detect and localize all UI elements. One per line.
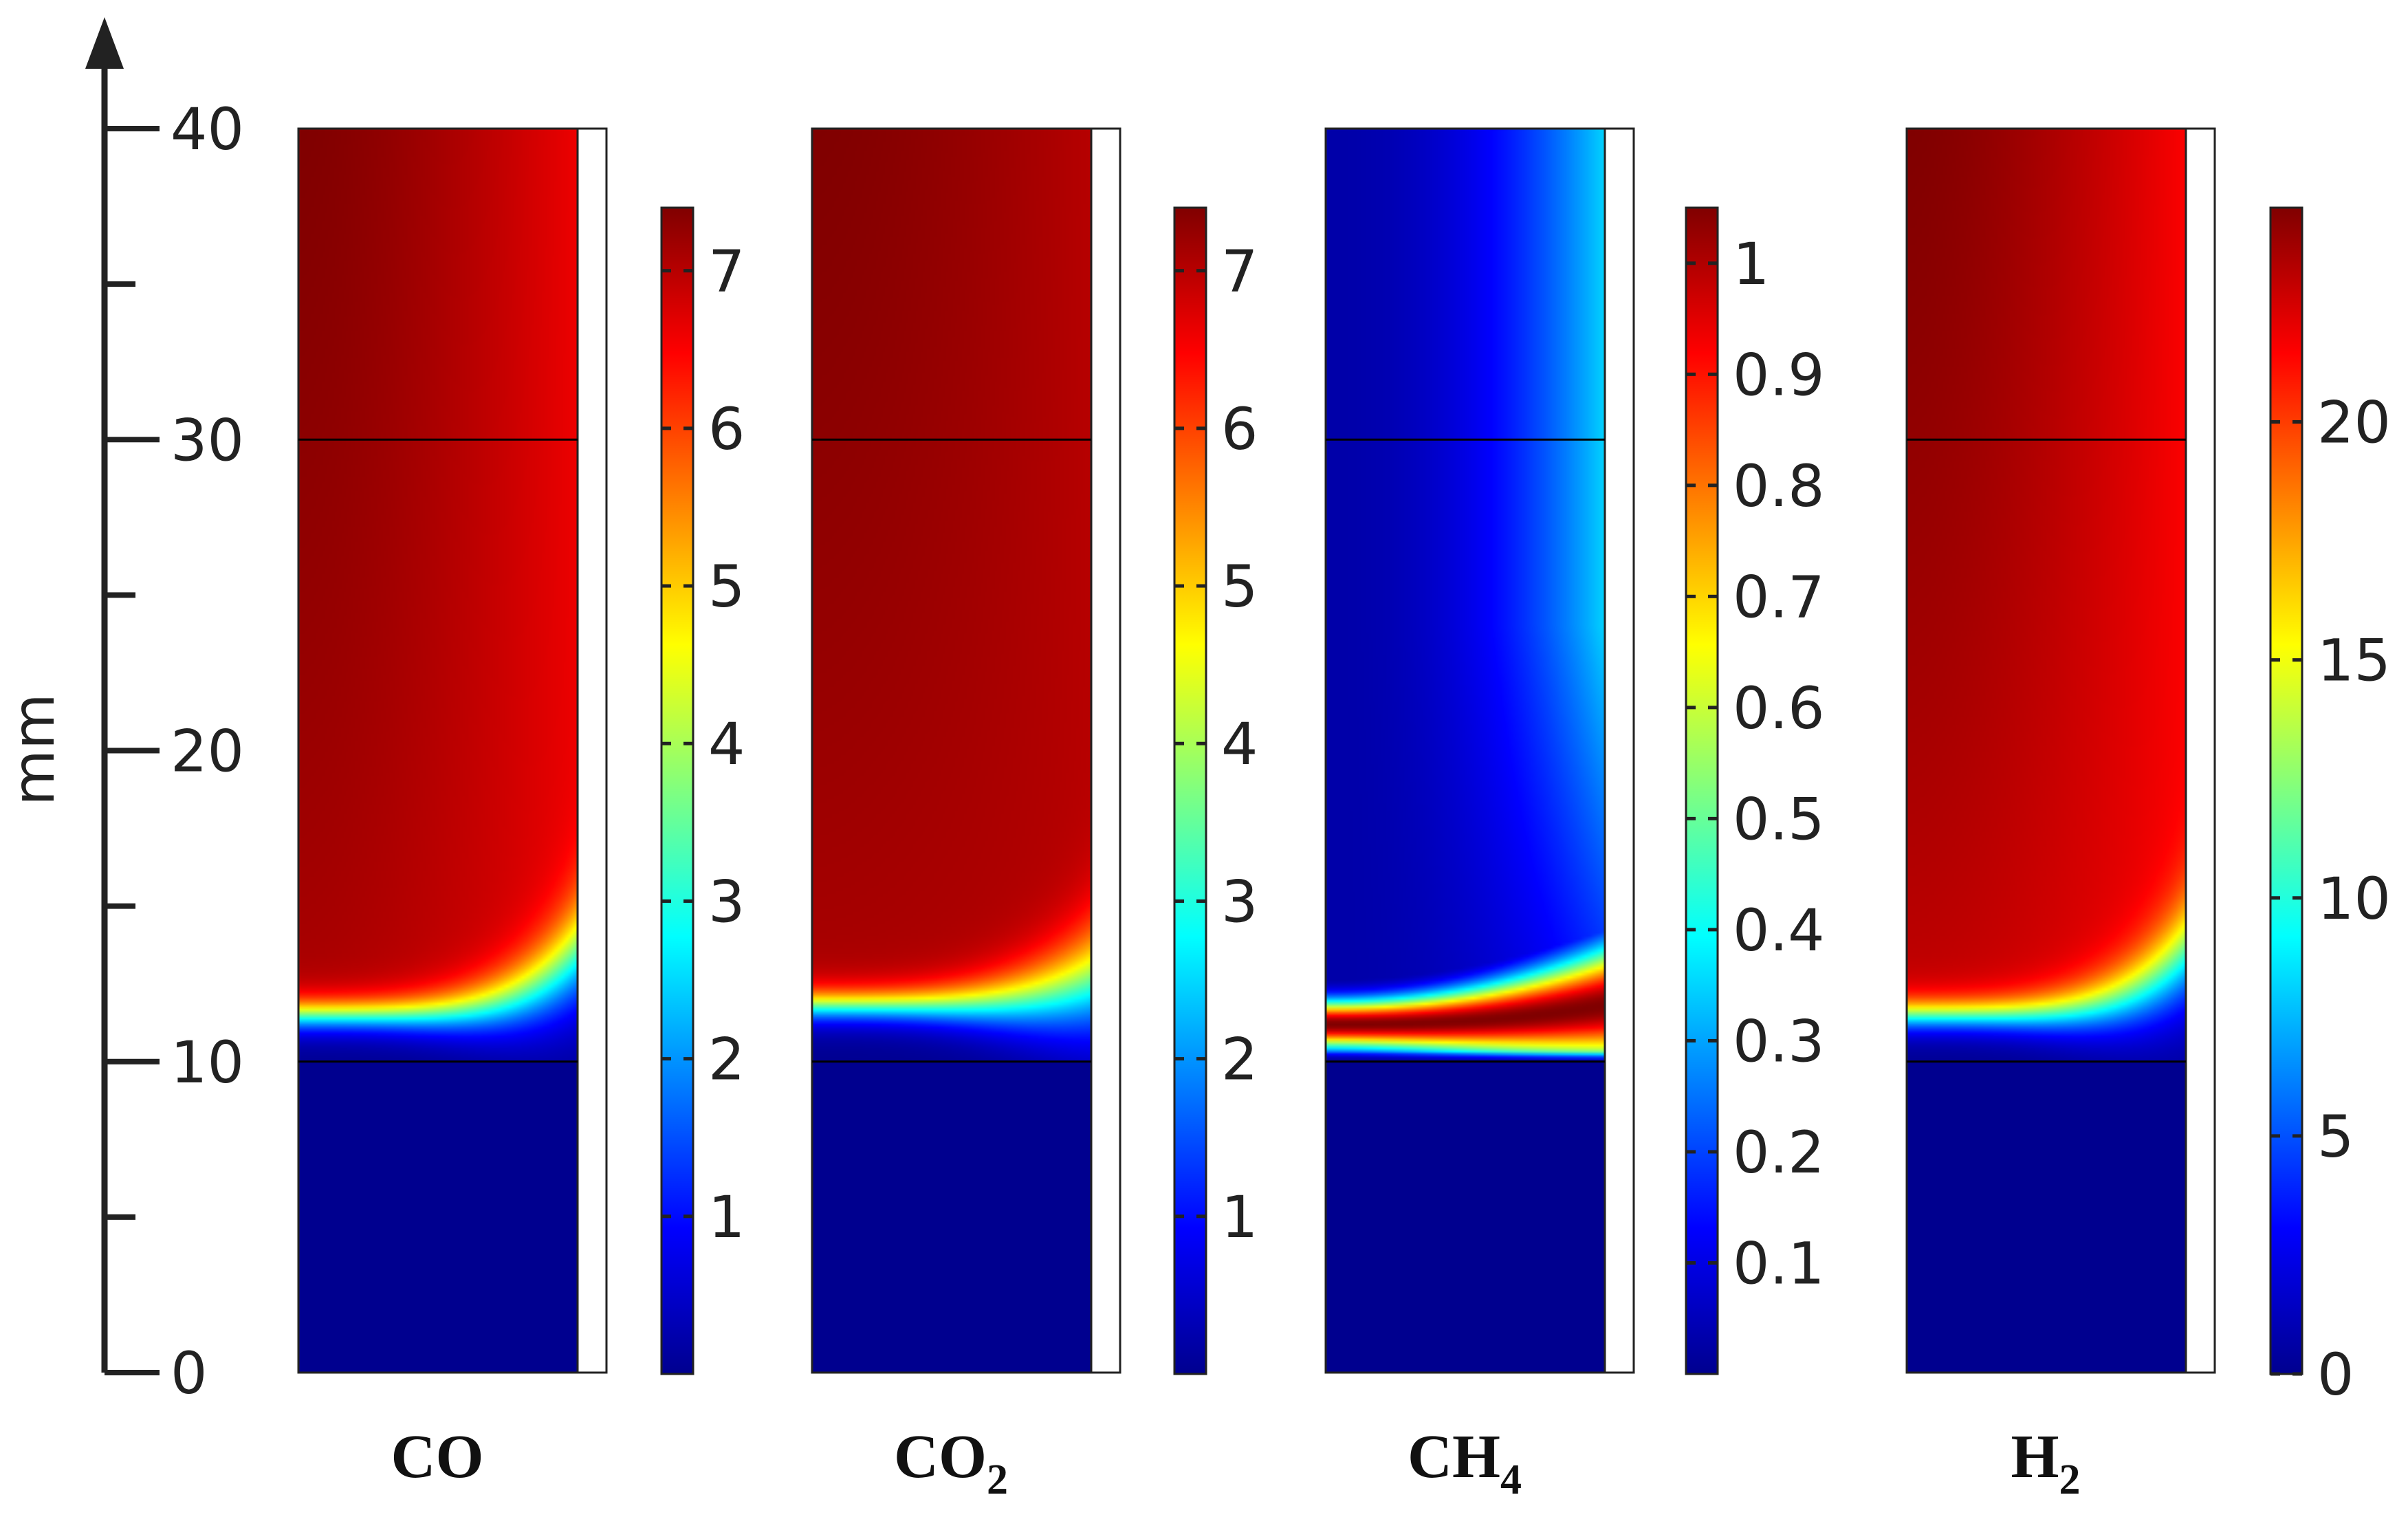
heatmap-co xyxy=(298,129,578,1373)
species-label-main-co2: CO xyxy=(894,1423,987,1491)
y-tick-label-0: 0 xyxy=(171,1340,207,1407)
panel-ch4: 0.1 0.2 0.3 0.4 0.5 0.6 0.7 0.8 0.9 1 CH4 xyxy=(1324,127,1825,1503)
y-tick-label-10: 10 xyxy=(171,1029,244,1096)
colorbar-tick-label-co-5: 6 xyxy=(708,395,745,463)
colorbar-tick-label-h2-3: 15 xyxy=(2317,627,2391,695)
species-label-ch4: CH4 xyxy=(1408,1423,1522,1503)
colorbar-gradient-co xyxy=(661,208,693,1374)
colorbar-tick-label-ch4-5: 0.6 xyxy=(1733,675,1825,742)
species-label-subscript-ch4: 4 xyxy=(1500,1456,1522,1503)
colorbar-tick-label-ch4-0: 0.1 xyxy=(1733,1230,1825,1297)
heatmap-h2 xyxy=(1907,129,2186,1373)
colorbar-tick-label-ch4-3: 0.4 xyxy=(1733,897,1825,964)
colorbar-tick-label-co-0: 1 xyxy=(708,1183,745,1251)
colorbar-tick-label-ch4-7: 0.8 xyxy=(1733,452,1825,520)
colorbar-frame-ch4 xyxy=(1685,206,1719,1375)
colorbar-tick-label-h2-2: 10 xyxy=(2317,865,2391,932)
panel-frame-co2 xyxy=(811,127,1121,1374)
colorbar-tick-label-co2-3: 4 xyxy=(1221,710,1258,778)
species-label-main-h2: H xyxy=(2011,1423,2059,1491)
colorbar-tick-label-h2-1: 5 xyxy=(2317,1103,2354,1170)
species-label-h2: H2 xyxy=(2011,1423,2080,1503)
colorbar-tick-label-ch4-8: 0.9 xyxy=(1733,341,1825,408)
colorbar-frame-h2 xyxy=(2269,206,2303,1375)
panel-frame-ch4 xyxy=(1324,127,1635,1374)
colorbar-frame-co2 xyxy=(1173,206,1207,1375)
species-label-subscript-h2: 2 xyxy=(2059,1456,2081,1503)
y-axis: 0 10 20 30 40 mm xyxy=(0,17,244,1407)
y-tick-label-30: 30 xyxy=(171,406,244,474)
panel-co: 1 2 3 4 5 6 7 CO xyxy=(297,127,745,1491)
colorbar-tick-label-ch4-4: 0.5 xyxy=(1733,785,1825,853)
colorbar-tick-label-ch4-6: 0.7 xyxy=(1733,563,1825,631)
colorbar-tick-label-ch4-2: 0.3 xyxy=(1733,1007,1825,1075)
colorbar-tick-label-co2-0: 1 xyxy=(1221,1183,1258,1251)
y-tick-label-20: 20 xyxy=(171,718,244,785)
colorbar-tick-label-co2-2: 3 xyxy=(1221,868,1258,935)
colorbar-tick-label-h2-0: 0 xyxy=(2317,1341,2354,1408)
wall-strip-co xyxy=(578,129,606,1373)
species-label-co: CO xyxy=(391,1423,484,1491)
species-label-main-co: CO xyxy=(391,1423,484,1491)
colorbar-tick-label-co-4: 5 xyxy=(708,553,745,620)
colorbar-tick-label-co2-1: 2 xyxy=(1221,1026,1258,1093)
heatmap-co2 xyxy=(812,129,1091,1373)
panel-frame-h2 xyxy=(1905,127,2216,1374)
colorbar-frame-co xyxy=(660,206,694,1375)
colorbar-tick-label-co-6: 7 xyxy=(708,238,745,305)
colorbar-tick-label-co2-6: 7 xyxy=(1221,238,1258,305)
colorbar-tick-label-ch4-9: 1 xyxy=(1733,230,1769,298)
colorbar-gradient-h2 xyxy=(2270,208,2302,1374)
colorbar-gradient-ch4 xyxy=(1686,208,1718,1374)
colorbar-tick-label-co2-5: 6 xyxy=(1221,395,1258,463)
panel-frame-co xyxy=(297,127,608,1374)
colorbar-tick-label-co2-4: 5 xyxy=(1221,553,1258,620)
species-label-subscript-co2: 2 xyxy=(987,1456,1008,1503)
colorbar-gradient-co2 xyxy=(1174,208,1206,1374)
y-ticks: 0 10 20 30 40 xyxy=(105,96,244,1407)
species-label-main-ch4: CH xyxy=(1408,1423,1500,1491)
colorbar-h2: 0 5 10 15 20 xyxy=(2269,206,2391,1408)
wall-strip-h2 xyxy=(2186,129,2215,1373)
colorbar-ch4: 0.1 0.2 0.3 0.4 0.5 0.6 0.7 0.8 0.9 1 xyxy=(1685,206,1825,1375)
colorbar-co: 1 2 3 4 5 6 7 xyxy=(660,206,745,1375)
colorbar-tick-label-h2-4: 20 xyxy=(2317,389,2391,457)
colorbar-tick-label-ch4-1: 0.2 xyxy=(1733,1119,1825,1186)
y-axis-title: mm xyxy=(0,693,67,806)
y-axis-arrowhead xyxy=(85,17,124,69)
colorbar-tick-label-co-2: 3 xyxy=(708,868,745,935)
heatmap-ch4 xyxy=(1326,129,1605,1373)
heatmap-panels: 1234567CO1234567CO20.10.20.30.40.50.60.7… xyxy=(297,127,2391,1503)
colorbar-co2: 1 2 3 4 5 6 7 xyxy=(1173,206,1258,1375)
panel-h2: 0 5 10 15 20 H2 xyxy=(1905,127,2391,1503)
colorbar-tick-label-co-3: 4 xyxy=(708,710,745,778)
wall-strip-co2 xyxy=(1091,129,1120,1373)
species-label-co2: CO2 xyxy=(894,1423,1008,1503)
y-tick-label-40: 40 xyxy=(171,96,244,163)
wall-strip-ch4 xyxy=(1605,129,1634,1373)
colorbar-tick-label-co-1: 2 xyxy=(708,1026,745,1093)
